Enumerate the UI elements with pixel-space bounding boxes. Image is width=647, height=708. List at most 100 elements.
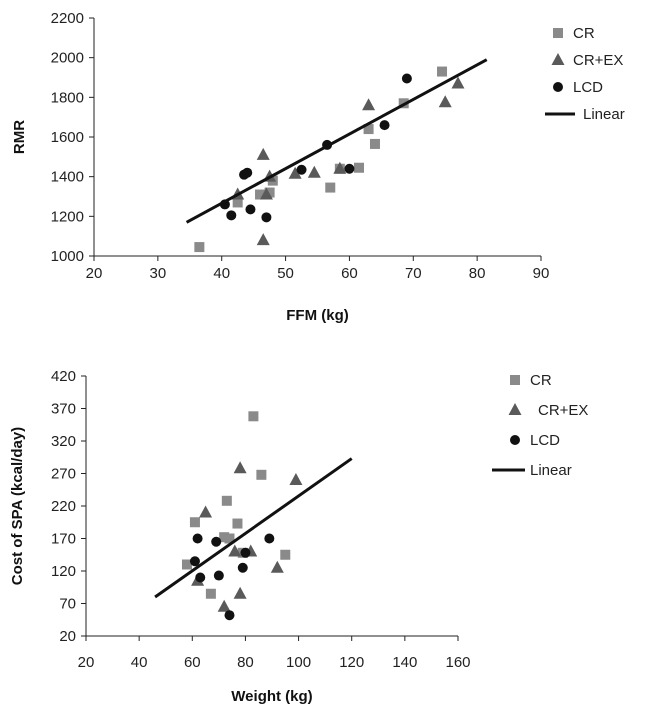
data-point-square <box>256 469 267 480</box>
legend-marker-triangle <box>551 53 565 65</box>
chart-panel-1: 1000 1200 1400 1600 1800 2000 2200 20 30 40 50 60 70… <box>11 10 625 324</box>
data-point-circle <box>192 533 203 544</box>
legend-marker-square <box>510 375 520 385</box>
data-point-triangle <box>233 586 247 599</box>
x-tick-label: 80 <box>469 265 486 282</box>
data-point-triangle <box>199 505 213 518</box>
data-point-circle <box>211 536 222 547</box>
data-point-circle <box>296 164 307 175</box>
data-point-triangle <box>256 147 270 160</box>
data-point-triangle <box>307 165 321 178</box>
data-point-triangle <box>233 461 247 474</box>
series-cr <box>194 66 448 253</box>
data-point-square <box>205 588 216 599</box>
data-point-triangle <box>362 98 376 111</box>
x-tick-label: 40 <box>213 265 230 282</box>
x-axis-title: Weight (kg) <box>231 688 312 705</box>
data-point-circle <box>379 120 390 131</box>
x-tick-label: 120 <box>339 654 364 671</box>
x-tick-label: 60 <box>184 654 201 671</box>
series-cr-ex <box>191 461 303 612</box>
legend-label: CR <box>530 372 552 389</box>
legend-label: Linear <box>583 106 625 123</box>
legend: CR CR+EX LCD Linear <box>545 25 625 123</box>
x-axis-title: FFM (kg) <box>286 307 348 324</box>
x-tick-label: 160 <box>445 654 470 671</box>
data-point-triangle <box>438 95 452 108</box>
data-point-triangle <box>256 233 270 246</box>
legend-marker-circle <box>510 435 520 445</box>
data-point-triangle <box>451 76 465 89</box>
x-tick-label: 80 <box>237 654 254 671</box>
x-tick-label: 30 <box>150 265 167 282</box>
y-tick-label: 2000 <box>51 50 84 67</box>
y-tick-label: 1000 <box>51 248 84 265</box>
data-point-square <box>264 187 275 198</box>
data-point-circle <box>242 167 253 178</box>
legend-label: CR+EX <box>573 52 623 69</box>
data-point-square <box>194 242 205 253</box>
data-point-circle <box>240 547 251 558</box>
data-point-square <box>232 197 243 208</box>
data-point-circle <box>401 73 412 84</box>
data-point-square <box>325 182 336 193</box>
x-tick-label: 60 <box>341 265 358 282</box>
data-point-circle <box>261 212 272 223</box>
data-point-circle <box>224 610 235 621</box>
data-point-square <box>224 533 235 544</box>
legend: CR CR+EX LCD Linear <box>492 372 588 479</box>
data-point-square <box>232 518 243 529</box>
y-axis-title: Cost of SPA (kcal/day) <box>9 427 26 585</box>
series-cr <box>181 411 291 599</box>
legend-marker-triangle <box>508 403 522 415</box>
chart-panel-2: 20 70 120 170 220 270 320 370 420 20 40 60 80 100 120 1… <box>9 368 588 705</box>
data-point-square <box>437 66 448 77</box>
data-point-triangle <box>289 473 303 485</box>
series-lcd <box>219 73 412 223</box>
x-tick-label: 20 <box>86 265 103 282</box>
legend-label: CR+EX <box>538 402 588 419</box>
data-point-circle <box>195 572 206 583</box>
linear-fit-line <box>154 457 353 599</box>
data-point-square <box>363 124 374 135</box>
y-tick-label: 220 <box>51 498 76 515</box>
data-point-square <box>221 495 232 506</box>
x-tick-label: 40 <box>131 654 148 671</box>
series-lcd <box>189 533 275 621</box>
data-point-circle <box>344 163 355 174</box>
data-point-circle <box>213 570 224 581</box>
data-point-circle <box>189 556 200 567</box>
y-tick-label: 20 <box>59 628 76 645</box>
data-point-triangle <box>333 161 347 174</box>
data-point-square <box>248 411 259 422</box>
x-tick-label: 90 <box>533 265 550 282</box>
legend-label: LCD <box>573 79 603 96</box>
data-point-circle <box>226 210 237 221</box>
y-tick-label: 1200 <box>51 208 84 225</box>
data-point-square <box>280 549 291 560</box>
data-point-circle <box>264 533 275 544</box>
x-tick-label: 50 <box>277 265 294 282</box>
data-point-circle <box>245 204 256 215</box>
legend-label: CR <box>573 25 595 42</box>
data-point-circle <box>237 562 248 573</box>
legend-label: Linear <box>530 462 572 479</box>
data-point-square <box>255 189 266 200</box>
y-tick-label: 1400 <box>51 169 84 186</box>
x-tick-label: 100 <box>286 654 311 671</box>
y-tick-label: 1800 <box>51 89 84 106</box>
data-point-triangle <box>270 560 284 573</box>
y-tick-label: 270 <box>51 466 76 483</box>
data-point-square <box>219 532 230 543</box>
data-point-triangle <box>288 166 302 179</box>
data-point-square <box>354 162 365 173</box>
y-tick-label: 1600 <box>51 129 84 146</box>
linear-fit-line <box>185 58 488 224</box>
data-point-triangle <box>217 599 231 612</box>
x-tick-label: 70 <box>405 265 422 282</box>
data-point-square <box>181 559 192 570</box>
y-tick-label: 170 <box>51 531 76 548</box>
y-tick-label: 2200 <box>51 10 84 27</box>
data-point-square <box>369 138 380 149</box>
